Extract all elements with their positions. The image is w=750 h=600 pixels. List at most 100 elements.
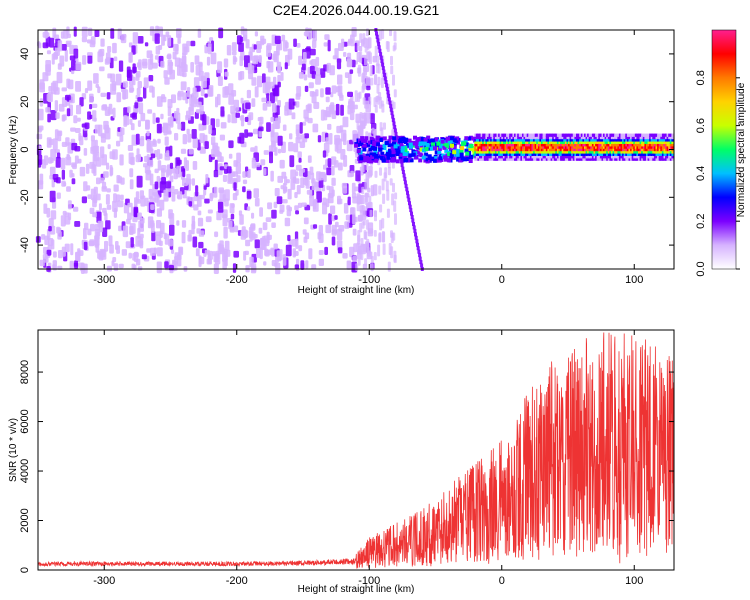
spectrogram-cell — [625, 157, 628, 161]
spectrogram-cell — [393, 144, 398, 149]
spectrogram-cell — [266, 122, 271, 132]
spectrogram-cell — [547, 133, 550, 137]
spectrogram-cell — [195, 185, 199, 197]
spectrogram-cell — [389, 104, 393, 109]
spectrogram-cell — [382, 136, 387, 141]
spectrogram-cell — [425, 157, 430, 162]
spectrogram-cell — [363, 206, 367, 217]
spectrogram-cell — [576, 152, 579, 156]
spectrogram-cell — [391, 150, 396, 155]
spectrogram-cell — [253, 188, 259, 198]
spectrogram-cell — [660, 140, 663, 144]
spectrogram-cell — [566, 140, 569, 144]
spectrogram-cell — [611, 140, 614, 144]
spectrogram-cell — [622, 138, 625, 142]
spectrogram-cell — [112, 42, 117, 54]
spectrogram-cell — [342, 185, 348, 194]
spectrogram-cell — [181, 231, 186, 244]
spectrogram-cell — [529, 147, 533, 152]
spectrogram-cell — [375, 34, 379, 39]
spectrogram-cell — [347, 105, 351, 115]
spectrogram-cell — [381, 62, 385, 67]
spectrogram-cell — [499, 145, 502, 149]
spectrogram-cell — [39, 259, 45, 267]
spectrogram-cell — [582, 145, 585, 149]
spectrogram-cell — [553, 150, 556, 154]
spectrogram-cell — [251, 160, 257, 169]
spectrogram-cell — [223, 58, 229, 68]
spectrogram-xtick-label: -300 — [93, 274, 115, 286]
spectrogram-cell — [515, 150, 518, 154]
spectrogram-cell — [601, 135, 604, 140]
spectrogram-cell — [430, 138, 435, 143]
spectrogram-cell — [99, 177, 105, 184]
spectrogram-cell — [568, 150, 571, 154]
spectrogram-cell — [130, 123, 135, 131]
spectrogram-cell — [182, 72, 187, 78]
spectrogram-cell — [595, 140, 598, 144]
spectrogram-cell — [547, 152, 550, 156]
spectrogram-cell — [37, 42, 42, 49]
spectrogram-cell — [636, 157, 639, 161]
spectrogram-cell — [598, 157, 601, 161]
spectrogram-cell — [233, 182, 237, 191]
spectrogram-cell — [631, 150, 634, 154]
spectrogram-cell — [663, 147, 666, 152]
spectrogram-cell — [623, 157, 626, 161]
spectrogram-cell — [591, 140, 595, 144]
spectrogram-cell — [609, 152, 612, 156]
spectrogram-cell — [638, 152, 641, 156]
spectrogram-cell — [595, 155, 598, 159]
spectrogram-cell — [71, 178, 76, 185]
spectrogram-cell — [253, 55, 260, 62]
spectrogram-cell — [555, 155, 558, 159]
spectrogram-cell — [539, 150, 542, 154]
spectrogram-cell — [561, 147, 564, 152]
spectrogram-cell — [534, 133, 537, 137]
spectrogram-cell — [347, 91, 353, 97]
spectrogram-cell — [48, 138, 54, 146]
spectrogram-cell — [488, 152, 491, 156]
spectrogram-cell — [522, 140, 525, 144]
spectrogram-cell — [479, 152, 482, 156]
spectrogram-cell — [504, 135, 507, 140]
spectrogram-cell — [206, 258, 212, 265]
spectrogram-cell — [652, 147, 655, 152]
spectrogram-cell — [198, 194, 205, 200]
spectrogram-cell — [622, 157, 625, 161]
spectrogram-cell — [194, 111, 199, 119]
spectrogram-cell — [647, 150, 650, 154]
spectrogram-cell — [571, 133, 574, 137]
spectrogram-cell — [577, 143, 580, 147]
spectrogram-cell — [587, 155, 590, 159]
spectrogram-cell — [620, 150, 623, 154]
spectrogram-cell — [93, 186, 98, 195]
spectrogram-cell — [514, 152, 517, 156]
spectrogram-cell — [350, 101, 355, 113]
spectrogram-cell — [211, 40, 214, 52]
spectrogram-cell — [638, 140, 641, 144]
spectrogram-cell — [475, 147, 478, 152]
spectrogram-cell — [70, 127, 76, 132]
spectrogram-cell — [649, 143, 652, 147]
spectrogram-cell — [251, 77, 257, 86]
spectrogram-cell — [647, 138, 650, 142]
spectrogram-cell — [431, 141, 435, 146]
spectrogram-cell — [115, 73, 122, 86]
spectrogram-cell — [650, 138, 653, 142]
spectrogram-cell — [549, 140, 552, 144]
spectrogram-cell — [487, 145, 490, 149]
spectrogram-cell — [239, 132, 245, 144]
spectrogram-cell — [144, 197, 149, 207]
spectrogram-cell — [591, 135, 595, 140]
spectrogram-cell — [395, 159, 400, 164]
spectrogram-cell — [647, 157, 650, 161]
spectrogram-cell — [611, 135, 614, 140]
spectrogram-cell — [633, 147, 636, 152]
spectrogram-cell — [607, 147, 610, 152]
spectrogram-cell — [666, 155, 669, 159]
spectrogram-cell — [266, 43, 272, 51]
spectrogram-cell — [572, 138, 575, 142]
spectrogram-cell — [611, 133, 614, 137]
spectrogram-cell — [569, 135, 572, 140]
